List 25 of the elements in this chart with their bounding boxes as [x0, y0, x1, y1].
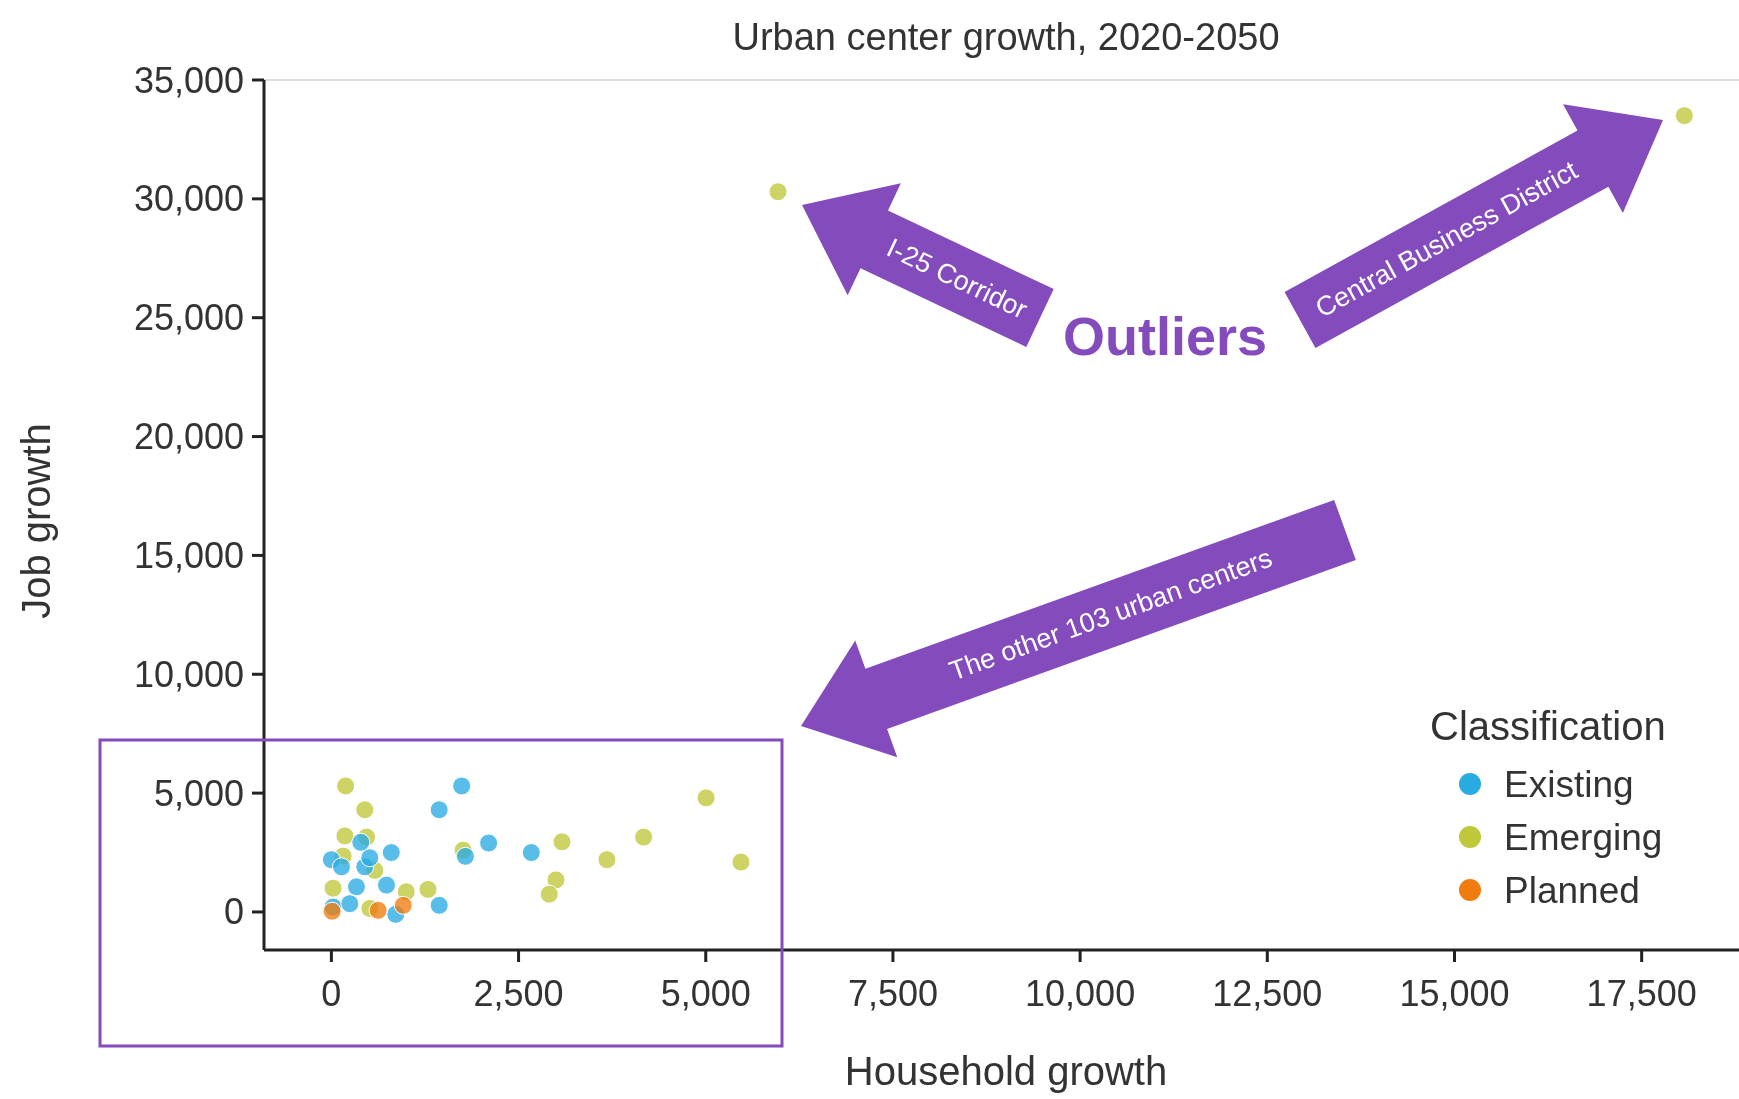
y-tick-label: 10,000 [133, 653, 244, 695]
x-tick-label: 17,500 [1586, 973, 1697, 1014]
chart-title: Urban center growth, 2020-2050 [732, 16, 1280, 58]
legend-title: Classification [1430, 704, 1666, 748]
x-tick-label: 15,000 [1399, 973, 1510, 1014]
annotation: The other 103 urban centers [945, 542, 1276, 687]
x-tick-label: 12,500 [1212, 973, 1323, 1014]
y-tick-label: 5,000 [153, 772, 244, 814]
y-tick-label: 30,000 [133, 178, 244, 220]
y-axis-title: Job growth [14, 423, 58, 619]
x-tick-label: 0 [321, 973, 342, 1014]
annotation: Outliers [1062, 306, 1268, 366]
x-tick-label: 7,500 [847, 973, 938, 1014]
x-tick-label: 2,500 [473, 973, 564, 1014]
legend-label: Existing [1504, 763, 1634, 805]
legend-label: Planned [1504, 869, 1640, 911]
x-tick-label: 10,000 [1025, 973, 1136, 1014]
x-axis-title: Household growth [844, 1049, 1168, 1093]
y-tick-label: 15,000 [133, 534, 244, 576]
x-tick-label: 5,000 [660, 973, 751, 1014]
legend-label: Emerging [1504, 816, 1663, 858]
y-tick-label: 20,000 [133, 416, 244, 458]
y-tick-label: 25,000 [133, 297, 244, 339]
y-tick-label: 35,000 [133, 59, 244, 101]
y-tick-label: 0 [223, 891, 244, 933]
